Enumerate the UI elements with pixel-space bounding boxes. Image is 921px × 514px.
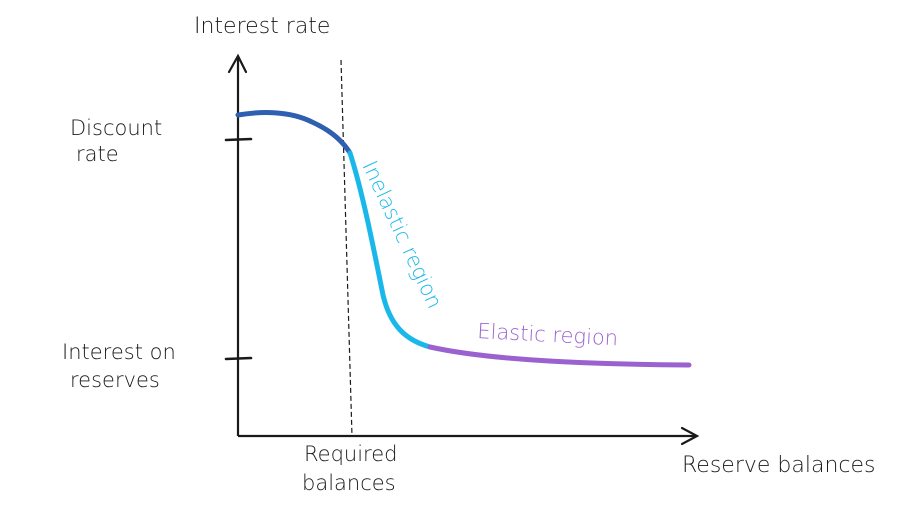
required-balances-label-line1: Required <box>304 442 397 466</box>
required-balances-line <box>340 59 353 437</box>
y-axis-arrowhead <box>227 53 248 74</box>
discount-rate-label-line2: rate <box>76 142 119 166</box>
discount-rate-label-line1: Discount <box>70 116 162 140</box>
ior-label-line1: Interest on <box>62 340 176 364</box>
x-axis-label: Reserve balances <box>682 453 876 478</box>
flat-segment-curve <box>235 110 353 156</box>
elastic-segment-curve <box>427 344 692 368</box>
axes <box>227 53 700 446</box>
discount-rate-tick <box>224 137 253 142</box>
x-axis-arrowhead <box>680 426 700 446</box>
ior-tick <box>224 356 253 361</box>
inelastic-segment-curve <box>347 150 433 350</box>
required-balances-label-line2: balances <box>302 471 396 495</box>
elastic-region-label: Elastic region <box>477 319 619 350</box>
y-axis-label: Interest rate <box>194 14 330 39</box>
ior-label-line2: reserves <box>70 368 160 392</box>
